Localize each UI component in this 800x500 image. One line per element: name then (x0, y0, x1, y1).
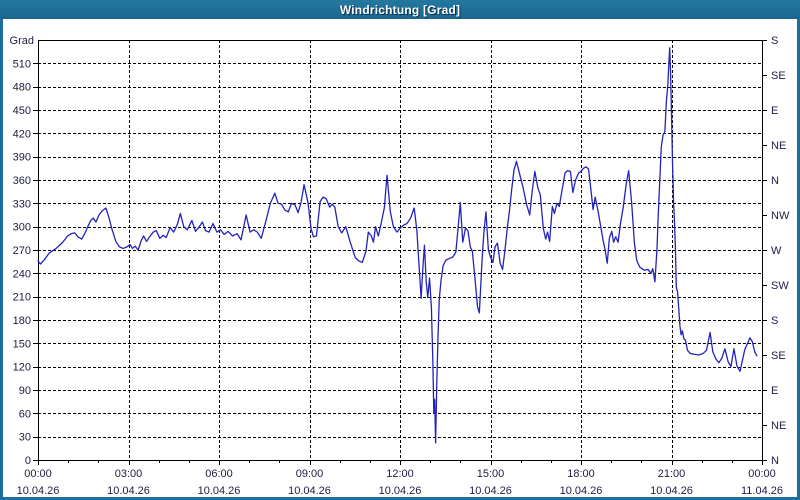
svg-text:NE: NE (771, 420, 786, 432)
svg-text:480: 480 (13, 82, 31, 94)
svg-text:120: 120 (13, 362, 31, 374)
svg-text:E: E (771, 105, 778, 117)
svg-text:S: S (771, 35, 778, 47)
svg-text:300: 300 (13, 222, 31, 234)
svg-text:00:00: 00:00 (24, 468, 52, 480)
svg-text:10.04.26: 10.04.26 (17, 485, 60, 497)
svg-text:06:00: 06:00 (205, 468, 233, 480)
grid-lines (38, 40, 762, 460)
svg-text:240: 240 (13, 268, 31, 280)
svg-text:10.04.26: 10.04.26 (288, 485, 331, 497)
svg-text:510: 510 (13, 58, 31, 70)
svg-text:0: 0 (25, 455, 31, 467)
svg-text:10.04.26: 10.04.26 (469, 485, 512, 497)
svg-text:21:00: 21:00 (658, 468, 686, 480)
svg-text:03:00: 03:00 (115, 468, 143, 480)
svg-text:15:00: 15:00 (477, 468, 505, 480)
svg-text:12:00: 12:00 (386, 468, 414, 480)
svg-text:60: 60 (19, 408, 31, 420)
svg-text:SE: SE (771, 350, 786, 362)
svg-text:N: N (771, 175, 779, 187)
svg-text:150: 150 (13, 338, 31, 350)
svg-text:90: 90 (19, 385, 31, 397)
axis-ticks (33, 40, 767, 465)
wind-direction-line (37, 47, 758, 444)
window-titlebar: Windrichtung [Grad] (0, 0, 800, 19)
svg-text:330: 330 (13, 198, 31, 210)
svg-text:420: 420 (13, 128, 31, 140)
svg-text:N: N (771, 455, 779, 467)
y-axis-right-labels: S SE E NE N NW W SW S SE E NE N (771, 35, 790, 467)
svg-text:270: 270 (13, 245, 31, 257)
svg-text:10.04.26: 10.04.26 (379, 485, 422, 497)
y-axis-title: Grad (10, 35, 34, 47)
svg-text:10.04.26: 10.04.26 (560, 485, 603, 497)
svg-text:11.04.26: 11.04.26 (741, 485, 783, 497)
svg-text:SE: SE (771, 70, 786, 82)
svg-text:W: W (771, 245, 782, 257)
y-axis-left-labels: 0 30 60 90 120 150 180 210 240 270 300 330 360 390 420… (10, 35, 34, 467)
svg-text:360: 360 (13, 175, 31, 187)
svg-text:00:00: 00:00 (748, 468, 776, 480)
x-axis-labels: 00:00 10.04.26 03:00 10.04.26 06:00 10.04.26 0… (17, 468, 783, 497)
svg-text:09:00: 09:00 (296, 468, 324, 480)
svg-text:10.04.26: 10.04.26 (198, 485, 241, 497)
svg-text:18:00: 18:00 (567, 468, 595, 480)
svg-text:SW: SW (771, 280, 789, 292)
svg-text:10.04.26: 10.04.26 (107, 485, 150, 497)
svg-text:S: S (771, 315, 778, 327)
window-title: Windrichtung [Grad] (339, 2, 461, 17)
svg-text:390: 390 (13, 152, 31, 164)
svg-text:30: 30 (19, 432, 31, 444)
svg-text:180: 180 (13, 315, 31, 327)
svg-text:10.04.26: 10.04.26 (650, 485, 693, 497)
svg-text:NW: NW (771, 210, 790, 222)
series-windrichtung (37, 47, 758, 444)
svg-text:NE: NE (771, 140, 786, 152)
svg-text:450: 450 (13, 105, 31, 117)
svg-text:210: 210 (13, 292, 31, 304)
svg-text:E: E (771, 385, 778, 397)
